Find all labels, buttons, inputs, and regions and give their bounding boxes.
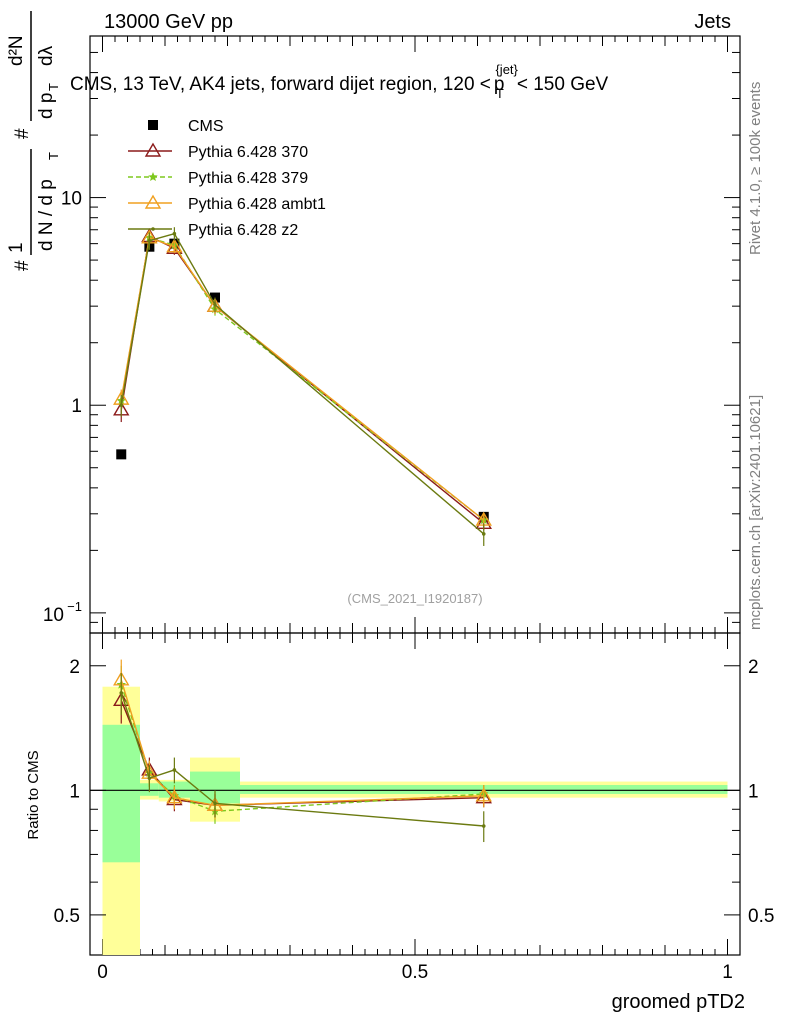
chart-title: CMS, 13 TeV, AK4 jets, forward dijet reg… <box>70 62 609 101</box>
data-point-pythia-6-428-370 <box>166 239 183 254</box>
title-main: CMS, 13 TeV, AK4 jets, forward dijet reg… <box>70 74 491 95</box>
legend-label-pythia-6-428-ambt1: Pythia 6.428 ambt1 <box>188 196 326 213</box>
x-tick-label: 1 <box>722 962 733 983</box>
main-y-axis-label: # 1 d N / d p T # d²N d p T dλ <box>6 11 61 271</box>
x-axis-label: groomed pTD2 <box>612 991 745 1013</box>
ylabel-one: 1 <box>6 242 27 253</box>
ratio-y-tick-label-right: 0.5 <box>748 906 774 927</box>
ratio-point-pythia-6-428-ambt1 <box>475 787 492 802</box>
legend-marker-pythia-6-428-z2 <box>151 227 155 231</box>
legend-marker-pythia-6-428-370 <box>144 142 162 157</box>
data-point-cms <box>116 449 127 460</box>
ylabel-t: T <box>46 152 61 160</box>
ylabel-dlambda: dλ <box>36 45 57 66</box>
source-label: mcplots.cern.ch [arXiv:2401.10621] <box>747 395 764 630</box>
ratio-point-pythia-6-428-z2 <box>172 768 177 772</box>
ratio-point-pythia-6-428-z2 <box>147 776 152 780</box>
legend-label-pythia-6-428-379: Pythia 6.428 379 <box>188 170 308 187</box>
ratio-y-tick-label-right: 1 <box>748 781 759 802</box>
legend-label-pythia-6-428-370: Pythia 6.428 370 <box>188 144 308 161</box>
x-tick-label: 0.5 <box>402 962 428 983</box>
ylabel-dp: d p <box>36 93 57 119</box>
series-line-pythia-6-428-z2 <box>120 232 485 535</box>
y-tick-label: 10 <box>61 189 82 210</box>
ratio-point-pythia-6-428-z2 <box>213 801 217 806</box>
legend-label-cms: CMS <box>188 118 224 135</box>
ratio-band-inner <box>102 724 140 863</box>
ylabel-hash: # <box>12 260 33 271</box>
legend-marker-cms <box>148 120 158 130</box>
legend-marker-pythia-6-428-ambt1 <box>144 194 162 209</box>
legend-label-pythia-6-428-z2: Pythia 6.428 z2 <box>188 222 298 239</box>
title-sub: T <box>496 86 504 101</box>
data-point-pythia-6-428-z2 <box>147 238 152 243</box>
data-point-pythia-6-428-z2 <box>481 532 486 536</box>
ratio-y-axis-label: Ratio to CMS <box>25 750 42 839</box>
ratio-point-pythia-6-428-ambt1 <box>166 789 183 804</box>
ratio-y-tick-label: 0.5 <box>54 906 80 927</box>
ylabel-dn: d N / d p <box>36 179 57 251</box>
ratio-y-tick-label-right: 2 <box>748 657 759 678</box>
ylabel-d2n: d²N <box>6 35 27 66</box>
energy-label: 13000 GeV pp <box>104 11 233 33</box>
data-point-pythia-6-428-z2 <box>119 403 124 408</box>
legend: CMS Pythia 6.428 370 Pythia 6.428 379 Pythi… <box>128 118 326 239</box>
ratio-point-pythia-6-428-z2 <box>481 824 486 828</box>
rivet-label: Rivet 4.1.0, ≥ 100k events <box>747 82 764 255</box>
ratio-y-tick-label: 1 <box>69 781 80 802</box>
data-point-pythia-6-428-ambt1 <box>166 238 183 253</box>
title-tail: < 150 GeV <box>517 74 609 95</box>
data-point-pythia-6-428-z2 <box>213 302 217 307</box>
data-point-pythia-6-428-z2 <box>172 231 177 236</box>
title-sup: {jet} <box>495 62 518 77</box>
y-tick-label: 10 <box>43 605 64 626</box>
ylabel-t2: T <box>46 83 61 91</box>
y-tick-label: 1 <box>71 396 82 417</box>
category-label: Jets <box>694 11 731 33</box>
analysis-watermark: (CMS_2021_I1920187) <box>347 591 482 606</box>
ratio-plot-area: 0 0.5 1 0.5 0.5 1 1 2 2 <box>54 633 774 983</box>
y-tick-label-exponent: −1 <box>67 599 82 614</box>
ylabel-hash2: # <box>12 128 33 139</box>
ratio-line-pythia-6-428-379 <box>120 684 484 812</box>
ratio-point-pythia-6-428-z2 <box>119 691 124 695</box>
title-p: p <box>494 74 505 95</box>
ratio-y-tick-label: 2 <box>69 657 80 678</box>
legend-marker-pythia-6-428-379 <box>148 172 158 182</box>
x-tick-label: 0 <box>97 962 108 983</box>
